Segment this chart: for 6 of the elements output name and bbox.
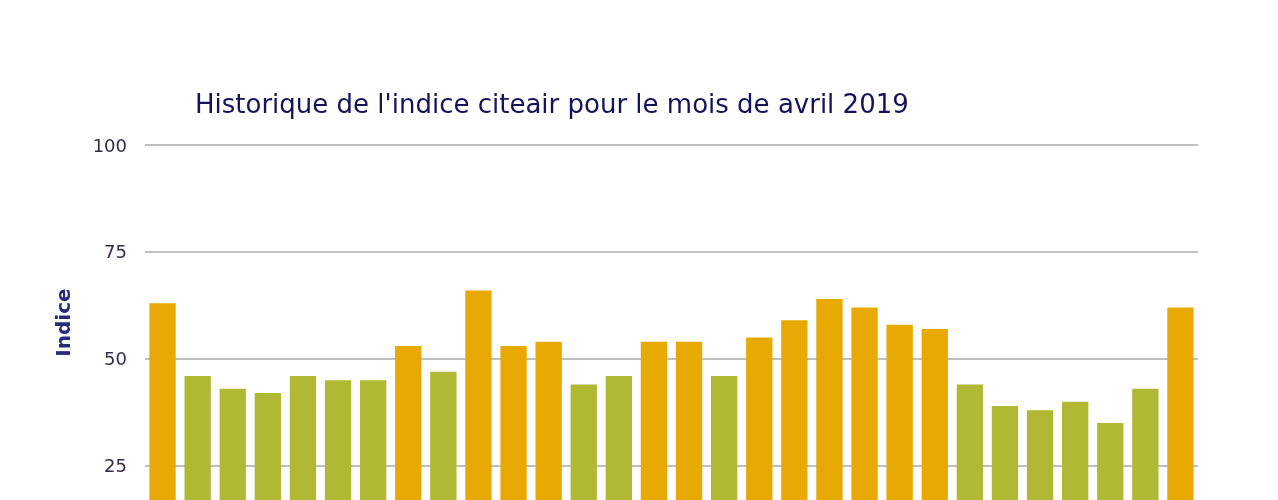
chart-title: Historique de l'indice citeair pour le mois de avril 2019: [195, 89, 909, 119]
y-axis-title: Indice: [51, 288, 75, 357]
y-tick-label: 100: [92, 134, 127, 156]
y-tick-label: 75: [104, 241, 127, 263]
y-tick-label: 25: [104, 455, 127, 477]
y-tick-label: 50: [104, 348, 127, 370]
